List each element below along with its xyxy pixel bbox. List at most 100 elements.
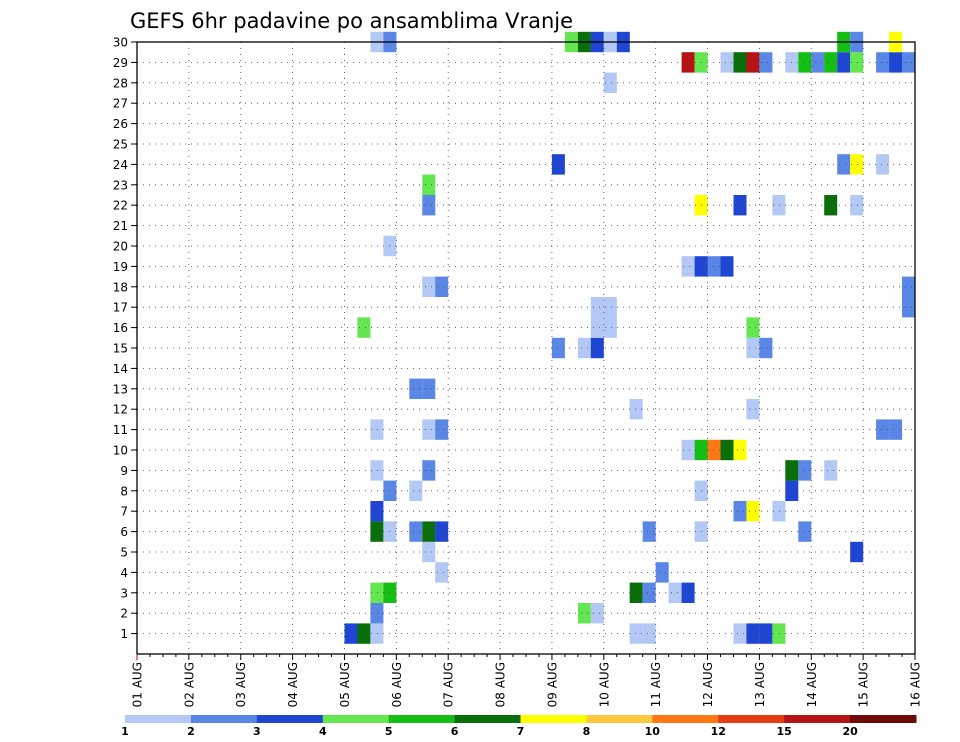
- precip-cell: [850, 195, 864, 216]
- colorbar-label: 7: [517, 725, 525, 738]
- precip-cell: [590, 337, 604, 359]
- y-tick-label: 29: [113, 56, 128, 70]
- y-tick-label: 9: [120, 464, 128, 478]
- colorbar: 1 2 3 4 5 6 7 8 10 12 15 20: [121, 715, 917, 738]
- colorbar-swatch: [190, 715, 258, 723]
- precip-cell: [422, 378, 436, 399]
- precip-cell: [422, 174, 436, 195]
- heatmap-cells: [344, 31, 915, 644]
- y-tick-label: 15: [113, 342, 128, 356]
- colorbar-swatch: [850, 715, 917, 723]
- y-tick-label: 8: [120, 484, 128, 498]
- colorbar-swatch: [388, 715, 456, 723]
- precip-cell: [422, 276, 436, 297]
- precip-cell: [409, 521, 423, 542]
- x-tick-label: 13 AUG: [753, 662, 767, 707]
- colorbar-label: 20: [842, 725, 858, 738]
- precip-cell: [772, 501, 786, 522]
- precip-cell: [590, 297, 604, 318]
- colorbar-swatch: [520, 715, 587, 723]
- precip-cell: [370, 460, 384, 481]
- colorbar-swatch: [125, 715, 192, 723]
- precip-cell: [759, 337, 773, 359]
- precip-cell: [370, 419, 384, 440]
- x-tick-label: 09 AUG: [545, 662, 559, 707]
- colorbar-swatch: [652, 715, 719, 723]
- precip-cell: [824, 195, 838, 216]
- grid-lines: [137, 41, 915, 654]
- y-tick-label: 28: [113, 76, 128, 90]
- precip-cell: [837, 52, 851, 73]
- precip-cell: [681, 52, 695, 73]
- precip-cell: [590, 317, 604, 338]
- precip-cell: [902, 276, 915, 297]
- x-tick-label: 06 AUG: [390, 662, 404, 707]
- precip-cell: [759, 623, 773, 644]
- precip-cell: [370, 603, 384, 624]
- precip-cell: [772, 623, 786, 644]
- precip-cell: [629, 582, 643, 603]
- precip-cell: [370, 623, 384, 644]
- precip-cell: [902, 52, 915, 73]
- x-tick-label: 05 AUG: [338, 662, 352, 707]
- colorbar-swatch: [718, 715, 785, 723]
- precip-cell: [422, 541, 436, 563]
- precip-cell: [889, 52, 903, 73]
- x-tick-label: 16 AUG: [909, 662, 923, 707]
- x-tick-label: 14 AUG: [805, 662, 819, 707]
- precip-cell: [681, 582, 695, 603]
- precip-cell: [746, 52, 760, 73]
- precip-cell: [746, 317, 760, 338]
- colorbar-swatch: [454, 715, 521, 723]
- y-tick-label: 1: [120, 627, 128, 641]
- precip-cell: [824, 52, 838, 73]
- chart-title: GEFS 6hr padavine po ansamblima Vranje: [130, 9, 573, 33]
- precip-cell: [733, 439, 747, 461]
- y-tick-label: 12: [113, 403, 128, 417]
- y-tick-label: 18: [113, 280, 128, 294]
- precip-cell: [629, 399, 643, 420]
- y-tick-label: 11: [113, 423, 128, 437]
- precip-cell: [876, 154, 890, 175]
- precip-cell: [435, 562, 449, 583]
- x-tick-label: 02 AUG: [182, 662, 196, 707]
- precip-cell: [629, 623, 643, 644]
- y-tick-label: 14: [113, 362, 128, 376]
- y-tick-label: 23: [113, 178, 128, 192]
- y-tick-label: 20: [113, 240, 128, 254]
- precip-cell: [798, 460, 812, 481]
- x-tick-label: 08 AUG: [494, 662, 508, 707]
- precip-cell: [902, 297, 915, 318]
- y-tick-label: 22: [113, 199, 128, 213]
- colorbar-label: 10: [645, 725, 661, 738]
- precip-cell: [603, 72, 617, 93]
- precip-cell: [889, 419, 903, 440]
- precip-cell: [409, 378, 423, 399]
- y-tick-label: 16: [113, 321, 128, 335]
- precip-cell: [824, 460, 838, 481]
- precip-cell: [746, 623, 760, 644]
- x-tick-label: 01 AUG: [131, 662, 145, 707]
- colorbar-label: 15: [777, 725, 792, 738]
- precip-cell: [720, 256, 734, 277]
- precip-cell: [435, 276, 449, 297]
- precip-cell: [409, 480, 423, 501]
- precip-cell: [655, 562, 669, 583]
- precip-cell: [577, 337, 591, 359]
- y-tick-label: 26: [113, 117, 128, 131]
- y-tick-label: 25: [113, 138, 128, 152]
- colorbar-swatch: [322, 715, 390, 723]
- x-tick-label: 10 AUG: [597, 662, 611, 707]
- precip-cell: [733, 195, 747, 216]
- precip-cell: [837, 154, 851, 175]
- precip-cell: [642, 521, 656, 542]
- x-tick-label: 04 AUG: [286, 662, 300, 707]
- precip-cell: [551, 154, 565, 175]
- colorbar-label: 6: [451, 725, 459, 738]
- colorbar-label: 12: [711, 725, 726, 738]
- precip-cell: [422, 419, 436, 440]
- colorbar-swatch: [256, 715, 324, 723]
- precip-cell: [876, 52, 890, 73]
- x-tick-label: 07 AUG: [442, 662, 456, 707]
- y-tick-label: 27: [113, 97, 128, 111]
